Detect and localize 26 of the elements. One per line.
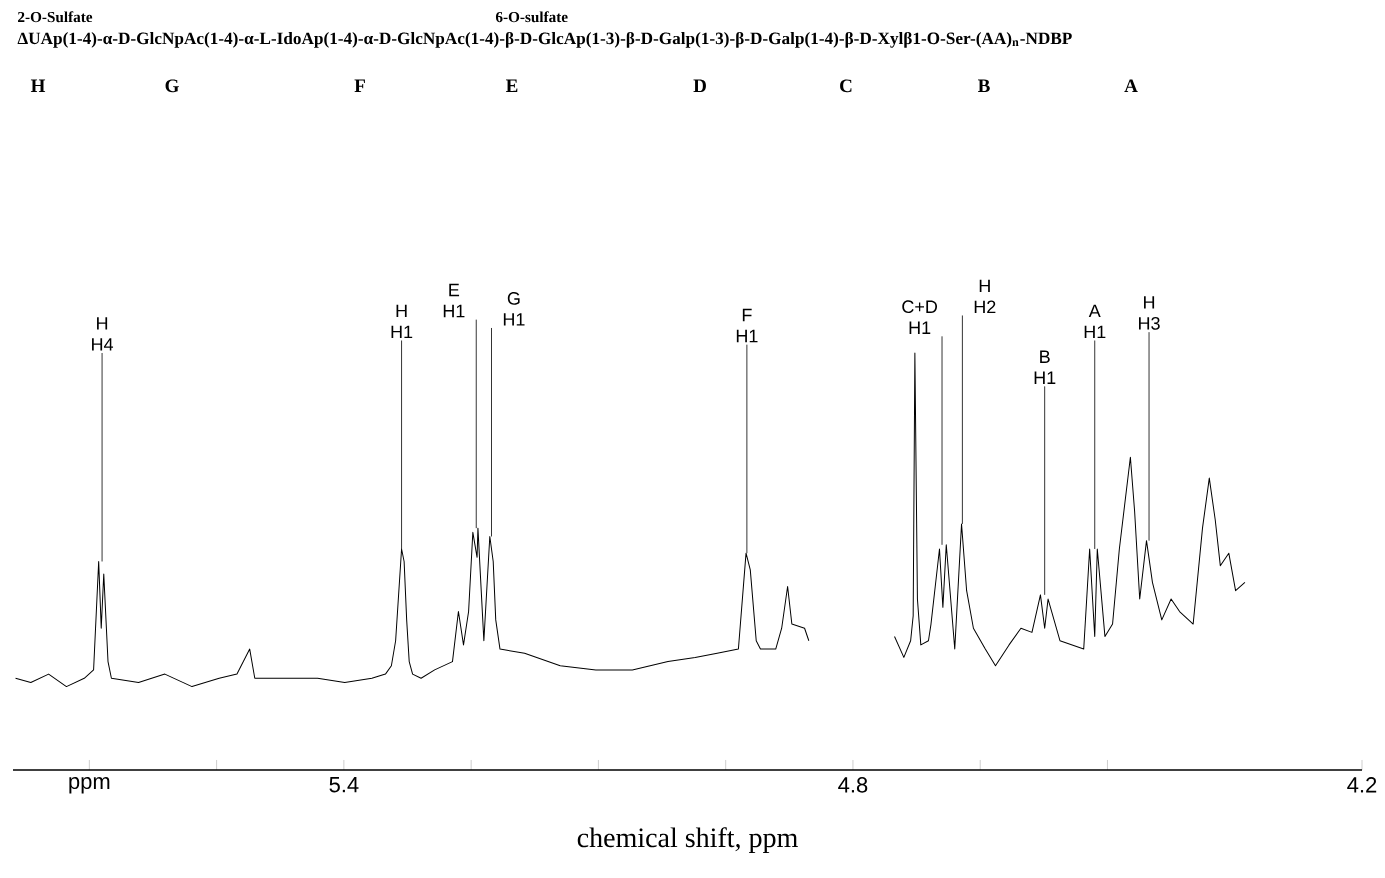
text: B <box>977 79 990 93</box>
annotation: C+D H1 <box>902 300 938 334</box>
text: E <box>505 79 518 92</box>
annotation: F H1 <box>736 308 758 343</box>
x-tick-label: 4.2 <box>1347 777 1377 793</box>
annotation: H H4 <box>92 317 114 351</box>
annotation: G H1 <box>503 292 525 326</box>
text: H <box>30 79 46 92</box>
text: C <box>840 79 852 93</box>
x-tick-label: 4.8 <box>838 777 868 793</box>
annotation: H H3 <box>1139 296 1160 330</box>
annotation: H H1 <box>391 304 413 339</box>
annotation: H H2 <box>974 279 996 314</box>
annotation: A H1 <box>1084 304 1106 339</box>
text: A <box>1124 79 1138 92</box>
x-tick-label: ppm <box>69 777 110 794</box>
chart-title: ΔUAp(1-4)-α-D-GlcNpAc(1-4)-α-L-IdoAp(1-4)-α-D-GlcNpAc(1-4)-β-D-GlcAp(1-3)-β-D-Galp(1-3)-β-D-Galp(1-4)-β-D-Xylβ1-O-Ser-(AA)$_{n}$-NDBP <box>17 31 1072 48</box>
x-tick-label: 5.4 <box>329 777 359 793</box>
annotation: E H1 <box>443 283 465 318</box>
text: G <box>165 79 179 93</box>
x-axis-title: chemical shift, ppm <box>577 827 798 853</box>
text: 2-O-Sulfate <box>18 11 93 23</box>
text: F <box>354 79 365 92</box>
annotation: B H1 <box>1034 350 1056 384</box>
text: D <box>693 79 706 93</box>
text: 6-O-sulfate <box>495 11 568 23</box>
